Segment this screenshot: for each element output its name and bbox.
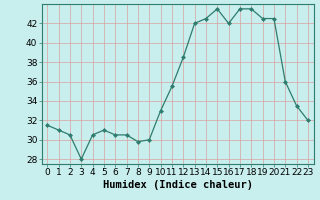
- X-axis label: Humidex (Indice chaleur): Humidex (Indice chaleur): [103, 180, 252, 190]
